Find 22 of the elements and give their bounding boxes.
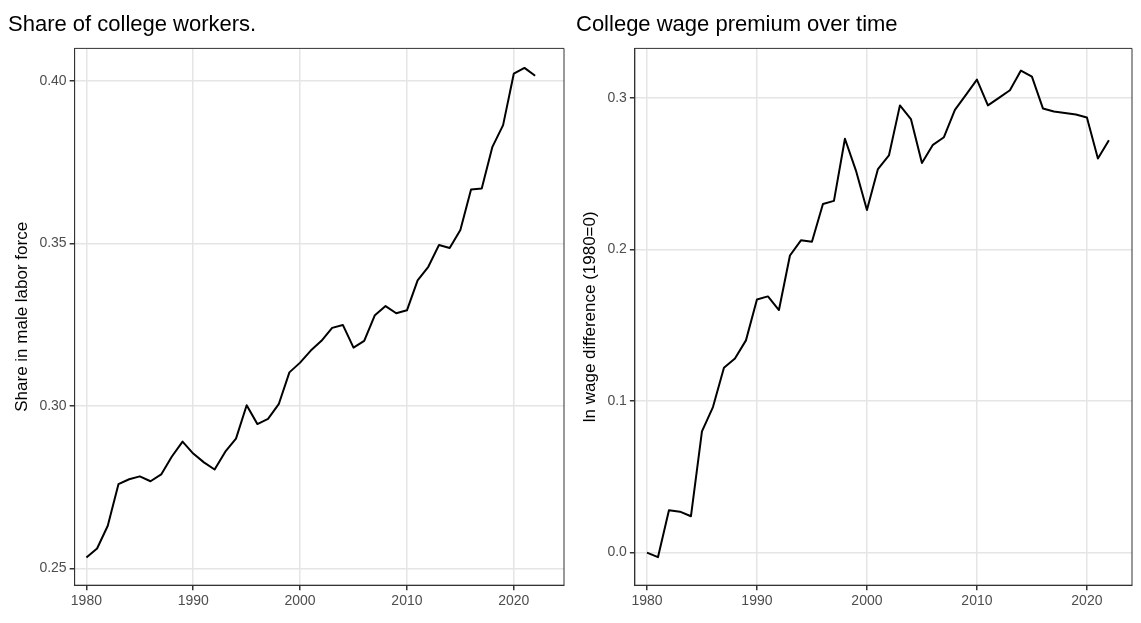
y-tick-label: 0.3 [607,88,628,105]
x-tick-label: 1990 [177,592,210,609]
y-axis-title: ln wage difference (1980=0) [579,211,599,423]
y-tick-label: 0.1 [607,391,628,408]
y-tick-label: 0.35 [39,234,67,251]
chart-title: College wage premium over time [576,11,898,37]
x-tick-label: 2010 [391,592,423,609]
x-tick-label: 1980 [70,592,103,609]
x-tick-label: 2020 [1071,592,1103,609]
y-tick-label: 0.25 [39,559,67,576]
x-tick-label: 2000 [284,592,316,609]
x-tick-label: 1990 [741,592,773,609]
y-tick-label: 0.30 [39,396,67,413]
x-tick-label: 2010 [961,592,993,609]
y-axis-title: Share in male labor force [11,221,31,412]
x-tick-label: 1980 [631,592,663,609]
x-tick-label: 2020 [498,592,530,609]
chart-title: Share of college workers. [8,11,257,37]
y-tick-label: 0.2 [607,240,628,257]
y-tick-label: 0.40 [39,71,67,88]
y-tick-label: 0.0 [607,543,628,560]
x-tick-label: 2000 [851,592,883,609]
